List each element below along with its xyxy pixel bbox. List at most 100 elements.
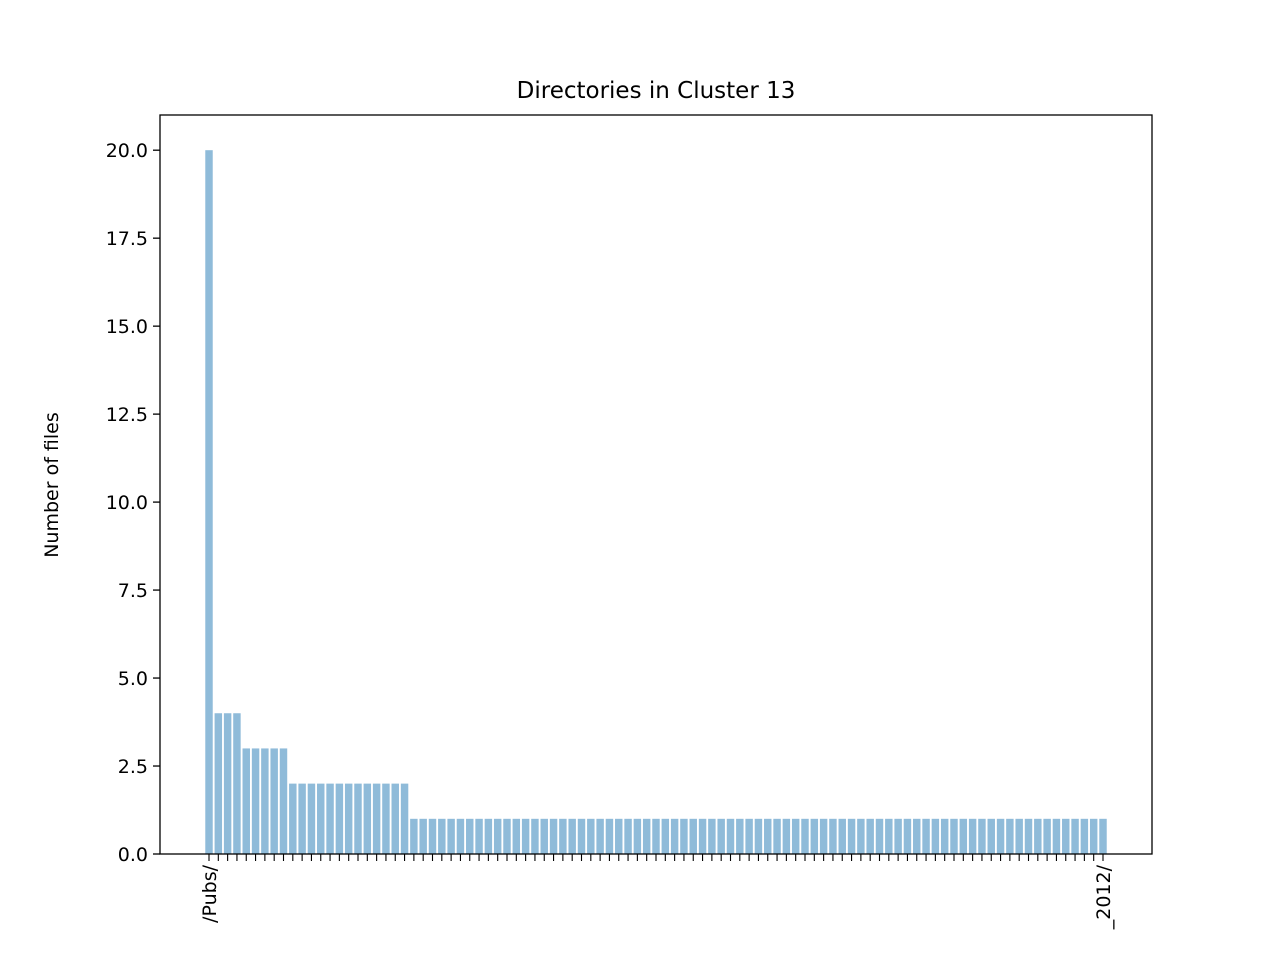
bar xyxy=(568,818,576,854)
bar xyxy=(968,818,977,854)
bar xyxy=(214,713,223,854)
bar xyxy=(326,783,334,854)
bar xyxy=(438,818,446,854)
bar xyxy=(540,818,548,854)
bar xyxy=(372,783,381,854)
x-tick-label: _2012/ xyxy=(1093,864,1115,930)
y-tick-label: 20.0 xyxy=(106,140,148,162)
bar xyxy=(428,818,437,854)
bar xyxy=(624,818,632,854)
bar xyxy=(419,818,427,854)
chart-title: Directories in Cluster 13 xyxy=(517,78,796,104)
bar xyxy=(382,783,390,854)
bar xyxy=(1062,818,1070,854)
bar xyxy=(223,713,232,854)
bar xyxy=(642,818,651,854)
bar xyxy=(1099,818,1107,854)
bar xyxy=(810,818,819,854)
bar xyxy=(1052,818,1061,854)
bar xyxy=(354,783,362,854)
bar xyxy=(317,783,325,854)
bar xyxy=(400,783,409,854)
bar xyxy=(885,818,893,854)
bar xyxy=(531,818,539,854)
bar xyxy=(559,818,567,854)
bar xyxy=(875,818,884,854)
bar xyxy=(596,818,604,854)
bar xyxy=(996,818,1005,854)
bar xyxy=(894,818,902,854)
bars-group xyxy=(205,150,1107,854)
bar xyxy=(950,818,958,854)
bar xyxy=(466,818,474,854)
bar xyxy=(764,818,772,854)
bar xyxy=(726,818,735,854)
bar xyxy=(512,818,521,854)
bar xyxy=(1024,818,1033,854)
bar xyxy=(698,818,707,854)
bar xyxy=(782,818,791,854)
bar xyxy=(838,818,846,854)
y-tick-label: 2.5 xyxy=(118,756,148,778)
bar xyxy=(456,818,465,854)
plot-frame xyxy=(159,114,1153,855)
bar xyxy=(605,818,614,854)
bar xyxy=(270,748,278,854)
bar xyxy=(503,818,511,854)
bar xyxy=(587,818,595,854)
bar xyxy=(754,818,763,854)
bar xyxy=(847,818,856,854)
bar xyxy=(745,818,753,854)
bar xyxy=(661,818,670,854)
bar xyxy=(251,748,260,854)
bar xyxy=(242,748,250,854)
bar xyxy=(652,818,660,854)
bar xyxy=(447,818,455,854)
bar xyxy=(633,818,642,854)
bar xyxy=(866,818,874,854)
bar xyxy=(233,713,241,854)
bar xyxy=(922,818,930,854)
bar xyxy=(307,783,316,854)
bar xyxy=(577,818,586,854)
bar xyxy=(279,748,288,854)
bar xyxy=(205,150,213,854)
y-tick-label: 7.5 xyxy=(118,580,148,602)
bar xyxy=(829,818,837,854)
bar xyxy=(1034,818,1042,854)
y-tick-label: 17.5 xyxy=(106,228,148,250)
x-axis-ticks xyxy=(208,854,1104,861)
bar xyxy=(857,818,865,854)
y-tick-label: 12.5 xyxy=(106,404,148,426)
bar xyxy=(689,818,697,854)
y-axis-label: Number of files xyxy=(41,412,63,558)
bar xyxy=(736,818,744,854)
bar xyxy=(410,818,418,854)
bar xyxy=(959,818,968,854)
bar xyxy=(801,818,809,854)
bar xyxy=(903,818,912,854)
bar xyxy=(670,818,679,854)
bar xyxy=(773,818,781,854)
bar xyxy=(484,818,493,854)
bar xyxy=(940,818,949,854)
bar xyxy=(335,783,344,854)
bar xyxy=(987,818,995,854)
bar xyxy=(298,783,306,854)
bar xyxy=(1089,818,1098,854)
bar xyxy=(791,818,800,854)
x-axis-tick-labels: /Pubs/ _2012/ xyxy=(199,864,1115,930)
bar xyxy=(1080,818,1089,854)
bar xyxy=(549,818,558,854)
y-tick-label: 5.0 xyxy=(118,668,148,690)
bar xyxy=(363,783,372,854)
bar xyxy=(493,818,502,854)
bar xyxy=(680,818,688,854)
y-tick-label: 10.0 xyxy=(106,492,148,514)
bar xyxy=(717,818,725,854)
bar xyxy=(819,818,828,854)
y-axis-ticks: 0.0 2.5 5.0 7.5 10.0 12.5 15.0 17.5 20.0 xyxy=(106,140,160,866)
bar xyxy=(708,818,716,854)
bar xyxy=(391,783,399,854)
